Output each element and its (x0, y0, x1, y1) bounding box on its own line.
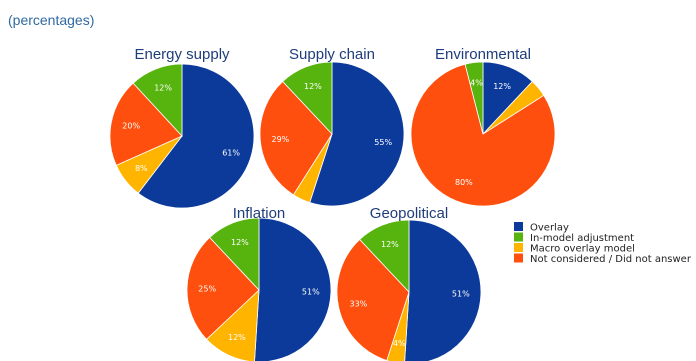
slice-label: 4% (393, 339, 406, 348)
legend-swatch (514, 232, 523, 242)
slice-label: 12% (304, 82, 322, 91)
pie-title: Supply chain (289, 46, 375, 63)
legend-label: Overlay (530, 223, 569, 234)
legend-swatch (514, 253, 523, 263)
slice-label: 51% (452, 290, 470, 299)
pie-chart-0: 61% 8% 20% 12% Energy supply (109, 46, 255, 209)
slice-label: 51% (302, 288, 320, 297)
slice-label: 61% (222, 149, 240, 158)
pie-slice (359, 219, 410, 294)
pie-slice (336, 238, 410, 361)
pie-slice (209, 217, 260, 292)
pie-slice (132, 63, 183, 138)
pie-slice (109, 82, 183, 166)
pie-title: Geopolitical (370, 205, 448, 222)
slice-label: 8% (135, 164, 148, 173)
slice-label: 20% (122, 122, 140, 131)
pie-chart-2: 12% 80% 4% Environmental (410, 46, 556, 207)
pie-slice (254, 217, 332, 361)
pie-slice (464, 61, 484, 135)
pie-title: Environmental (435, 46, 531, 63)
legend-label: Macro overlay model (530, 244, 635, 255)
pie-title: Inflation (233, 205, 286, 222)
slice-label: 12% (381, 240, 399, 249)
legend-swatch (514, 222, 523, 231)
pie-slice (410, 63, 556, 207)
pie-slice (186, 236, 260, 340)
pies-group: 61% 8% 20% 12% Energy supply 55% 29% 12% Supply … (109, 46, 556, 361)
slice-label: 25% (198, 284, 216, 293)
slice-label: 12% (228, 333, 246, 342)
pie-chart-1: 55% 29% 12% Supply chain (259, 46, 405, 207)
slice-label: 12% (493, 82, 511, 91)
pie-slice (259, 80, 333, 196)
slice-label: 80% (455, 178, 473, 187)
pie-chart-4: 51% 4% 33% 12% Geopolitical (336, 205, 482, 361)
legend-swatch (514, 243, 523, 252)
pie-slice (282, 61, 333, 136)
slice-label: 55% (374, 138, 392, 147)
slice-label: 33% (350, 299, 368, 308)
slice-label: 29% (272, 135, 290, 144)
pie-chart-3: 51% 12% 25% 12% Inflation (186, 205, 332, 361)
slice-label: 12% (231, 238, 249, 247)
legend-label: In-model adjustment (530, 233, 634, 244)
pie-slice (404, 219, 482, 361)
slice-label: 12% (154, 84, 172, 93)
legend-label: Not considered / Did not answer (530, 254, 692, 265)
pie-title: Energy supply (134, 46, 230, 63)
chart-subtitle: (percentages) (8, 12, 94, 28)
slice-label: 4% (470, 79, 483, 88)
pie-slice (309, 61, 405, 207)
pie-slice (137, 63, 255, 209)
